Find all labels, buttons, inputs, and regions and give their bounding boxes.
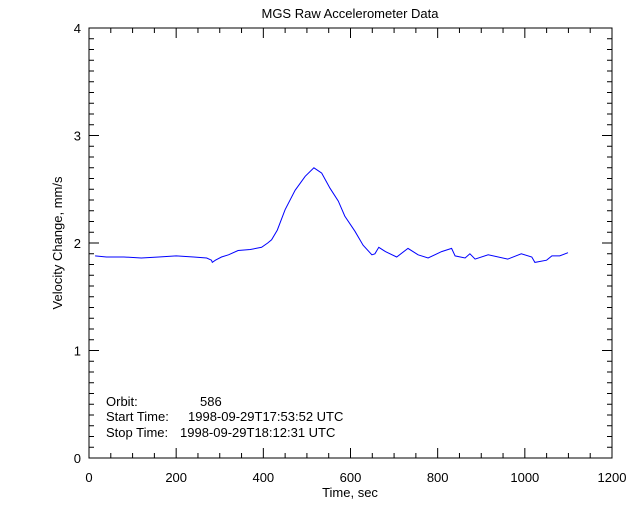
series-line xyxy=(95,167,569,264)
y-tick-label: 1 xyxy=(74,344,81,359)
y-tick-labels: 0 1 2 3 4 xyxy=(74,21,81,466)
axis-ticks xyxy=(88,27,613,459)
annotation-block: Orbit: 586 Start Time: 1998-09-29T17:53:… xyxy=(106,394,343,440)
chart-title: MGS Raw Accelerometer Data xyxy=(261,6,439,21)
x-tick-label: 600 xyxy=(340,470,362,485)
x-tick-label: 200 xyxy=(165,470,187,485)
y-axis-label: Velocity Change, mm/s xyxy=(50,176,65,309)
orbit-label: Orbit: xyxy=(106,394,138,409)
plot-frame xyxy=(88,27,613,459)
y-tick-label: 2 xyxy=(74,236,81,251)
x-tick-label: 400 xyxy=(252,470,274,485)
x-tick-label: 0 xyxy=(85,470,92,485)
stop-time-label: Stop Time: xyxy=(106,425,168,440)
y-tick-label: 4 xyxy=(74,21,81,36)
x-tick-labels: 0 200 400 600 800 1000 1200 xyxy=(85,470,626,485)
start-time-value: 1998-09-29T17:53:52 UTC xyxy=(188,409,343,424)
x-axis-label: Time, sec xyxy=(322,485,378,500)
x-tick-label: 800 xyxy=(427,470,449,485)
y-tick-label: 3 xyxy=(74,129,81,144)
start-time-label: Start Time: xyxy=(106,409,169,424)
orbit-value: 586 xyxy=(200,394,222,409)
stop-time-value: 1998-09-29T18:12:31 UTC xyxy=(180,425,335,440)
x-tick-label: 1000 xyxy=(510,470,539,485)
y-tick-label: 0 xyxy=(74,451,81,466)
x-tick-label: 1200 xyxy=(598,470,627,485)
